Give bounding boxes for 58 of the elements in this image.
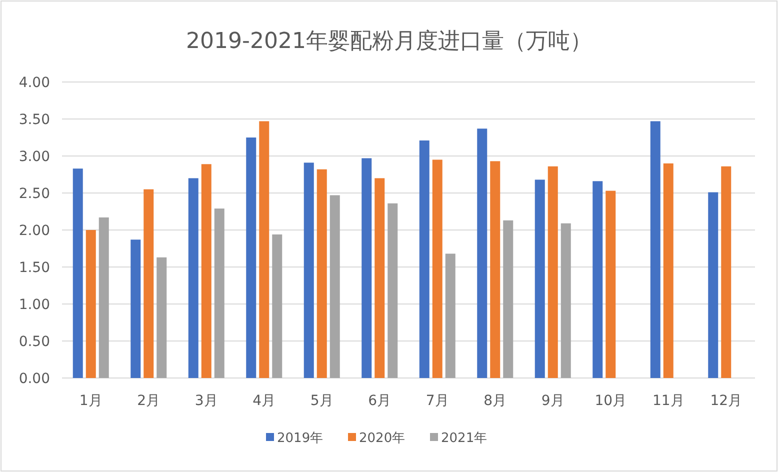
bar [156,257,167,378]
legend-label: 2020年 [359,431,406,446]
bar [388,203,398,378]
x-tick-label: 11月 [652,393,684,409]
bar [316,169,327,378]
bar [259,121,270,378]
y-tick-label: 1.00 [18,297,50,313]
bar [445,254,456,378]
x-tick-label: 2月 [137,393,160,409]
bar [98,217,109,378]
x-tick-label: 4月 [252,393,276,409]
y-tick-label: 2.50 [18,186,50,202]
bar [304,162,314,378]
y-tick-label: 1.50 [18,260,50,276]
x-tick-label: 12月 [710,393,742,409]
y-tick-label: 0.00 [18,371,50,387]
bar [272,234,282,378]
bar [490,161,500,378]
x-tick-label: 8月 [484,393,507,409]
x-tick-label: 3月 [194,393,218,409]
bar [201,164,212,378]
bar [721,166,732,378]
bar [650,121,660,378]
bar [130,240,141,378]
bar [432,160,442,378]
bar [592,181,603,378]
y-tick-label: 2.00 [18,223,50,239]
bar [374,178,385,378]
bar [72,168,83,378]
legend-label: 2021年 [441,431,488,446]
y-tick-label: 3.00 [18,149,50,165]
x-tick-label: 7月 [426,393,449,409]
bar [214,208,224,378]
x-tick-label: 10月 [594,393,627,409]
bar [188,178,198,378]
y-tick-label: 3.50 [18,112,50,128]
bar [330,195,340,378]
y-tick-label: 0.50 [18,334,50,350]
bar [548,166,558,378]
x-tick-label: 1月 [79,393,102,409]
bar [560,223,571,378]
x-tick-label: 5月 [310,393,334,409]
title: 2019-2021年婴配粉月度进口量（万吨） [186,29,592,54]
bar [606,190,616,378]
bar [362,158,372,378]
bar [503,220,514,378]
bar [144,189,154,378]
bar [534,180,545,378]
bar [246,138,256,378]
bar [86,230,96,378]
bar [708,192,718,378]
bar [477,128,488,378]
x-tick-label: 9月 [541,393,564,409]
bar [419,140,430,378]
bar [663,163,674,378]
legend-label: 2019年 [277,431,324,446]
x-tick-label: 6月 [368,393,392,409]
y-tick-label: 4.00 [18,75,50,91]
